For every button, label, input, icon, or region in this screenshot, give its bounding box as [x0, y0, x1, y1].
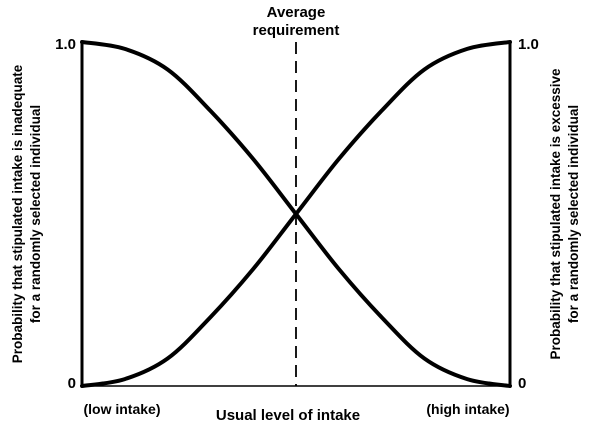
x-axis-label: Usual level of intake — [216, 407, 360, 424]
annotation-line2: requirement — [253, 22, 340, 39]
y-tick-right-top: 1.0 — [518, 36, 539, 53]
y-tick-left-bottom: 0 — [68, 375, 76, 392]
x-tick-high: (high intake) — [426, 401, 509, 417]
excessive-probability-curve — [80, 40, 512, 388]
y-tick-right-bottom: 0 — [518, 375, 526, 392]
y-axis-left-label-line2: for a randomly selected individual — [28, 105, 43, 323]
y-axis-right-label-line1: Probability that stipulated intake is ex… — [548, 68, 563, 360]
y-axis-right-label-line2: for a randomly selected individual — [566, 105, 581, 323]
annotation-line1: Average — [267, 4, 326, 21]
y-axis-left-label-line1: Probability that stipulated intake is in… — [10, 64, 25, 363]
y-tick-left-top: 1.0 — [55, 36, 76, 53]
x-tick-low: (low intake) — [83, 401, 160, 417]
